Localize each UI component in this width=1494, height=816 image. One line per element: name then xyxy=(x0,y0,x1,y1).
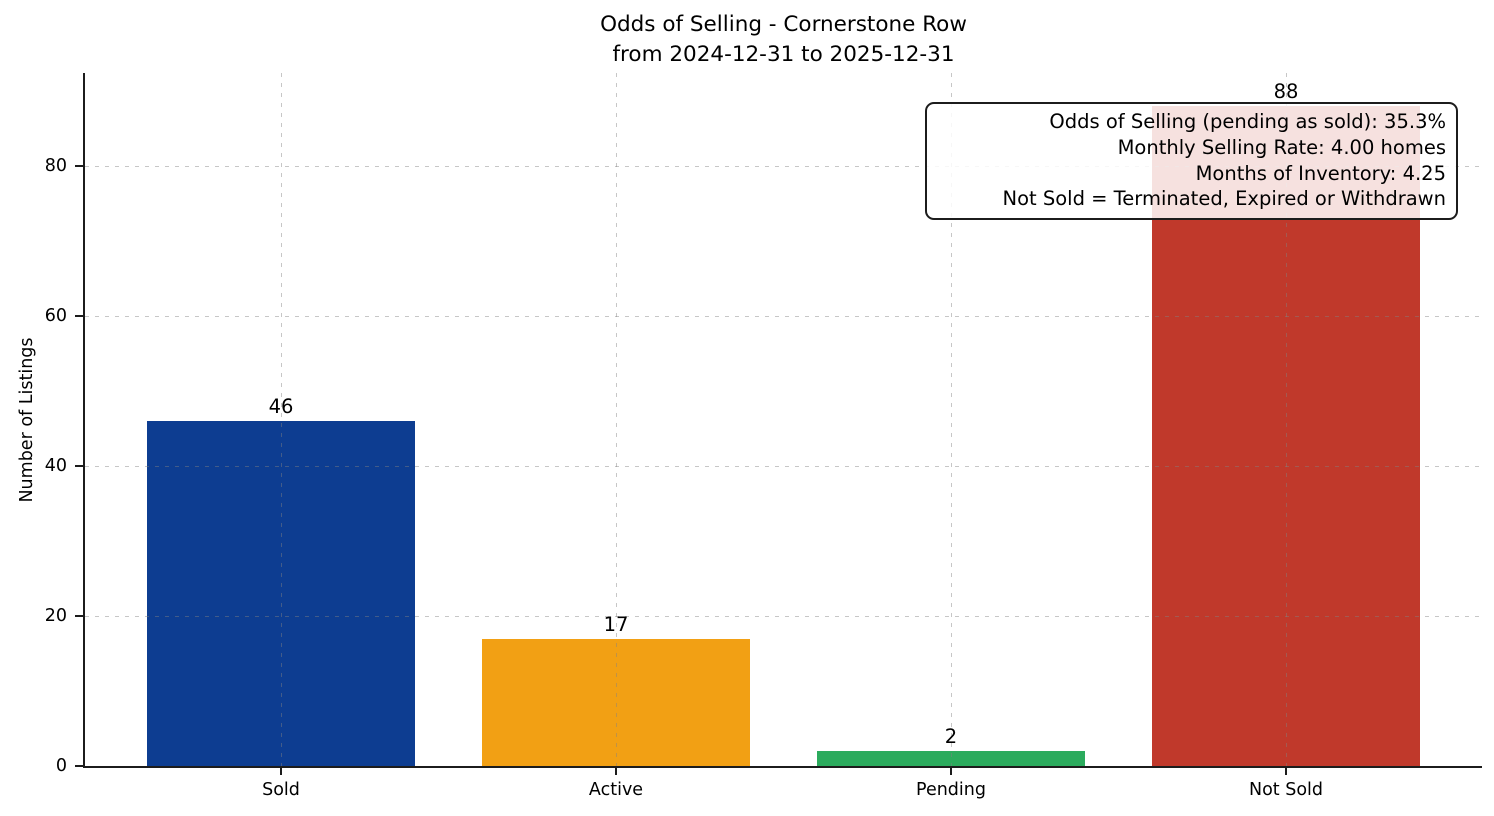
x-tick-label-active: Active xyxy=(588,780,644,800)
gridline-v-pending xyxy=(950,73,952,766)
annotation-line-odds-of-selling: Odds of Selling (pending as sold): 35.3% xyxy=(1049,110,1446,133)
gridline-v-sold xyxy=(280,73,282,766)
annotation-line-not-sold-definition: Not Sold = Terminated, Expired or Withdr… xyxy=(1002,187,1446,211)
y-tick-80 xyxy=(75,165,85,167)
plot-area: 0 20 40 60 80 46 Sold 17 Active 2 Pending 88 Not Sol… xyxy=(45,73,1482,800)
x-tick-sold xyxy=(280,766,282,775)
bar-value-label-not-sold: 88 xyxy=(1273,80,1299,103)
chart-title-line1: Odds of Selling - Cornerstone Row xyxy=(600,12,967,37)
annotation-box: Odds of Selling (pending as sold): 35.3%… xyxy=(925,102,1458,220)
y-tick-20 xyxy=(75,615,85,617)
y-axis-label: Number of Listings xyxy=(17,337,37,503)
y-tick-0 xyxy=(75,765,85,767)
x-tick-active xyxy=(615,766,617,775)
annotation-line-months-of-inventory: Months of Inventory: 4.25 xyxy=(1195,161,1446,185)
bar-value-label-active: 17 xyxy=(603,612,629,636)
bar-pending xyxy=(817,751,1085,766)
y-tick-label-40: 40 xyxy=(44,456,67,476)
x-axis-spine xyxy=(83,766,1482,768)
y-tick-60 xyxy=(75,315,85,317)
bar-value-label-sold: 46 xyxy=(268,395,294,418)
gridline-v-not-sold xyxy=(1285,73,1287,766)
gridline-h-20 xyxy=(85,615,1482,617)
gridline-h-60 xyxy=(85,315,1482,317)
y-tick-label-0: 0 xyxy=(55,756,67,776)
y-tick-40 xyxy=(75,465,85,467)
y-tick-label-80: 80 xyxy=(44,156,67,176)
bar-active xyxy=(482,638,750,766)
x-tick-label-not-sold: Not Sold xyxy=(1248,780,1324,800)
gridline-h-40 xyxy=(85,465,1482,467)
bar-value-label-pending: 2 xyxy=(944,725,958,748)
x-tick-label-pending: Pending xyxy=(916,780,986,800)
y-tick-label-20: 20 xyxy=(44,606,67,626)
gridline-h-80 xyxy=(85,165,1482,167)
bar-sold xyxy=(147,421,415,766)
y-axis-spine xyxy=(83,73,85,766)
x-tick-not-sold xyxy=(1285,766,1287,775)
x-tick-pending xyxy=(950,766,952,775)
x-tick-label-sold: Sold xyxy=(262,780,300,800)
chart-title: Odds of Selling - Cornerstone Row from 2… xyxy=(85,10,1482,69)
y-tick-label-60: 60 xyxy=(44,306,67,326)
chart-title-line2: from 2024-12-31 to 2025-12-31 xyxy=(612,41,955,67)
gridline-v-active xyxy=(615,73,617,766)
annotation-line-monthly-selling-rate: Monthly Selling Rate: 4.00 homes xyxy=(1117,135,1446,159)
